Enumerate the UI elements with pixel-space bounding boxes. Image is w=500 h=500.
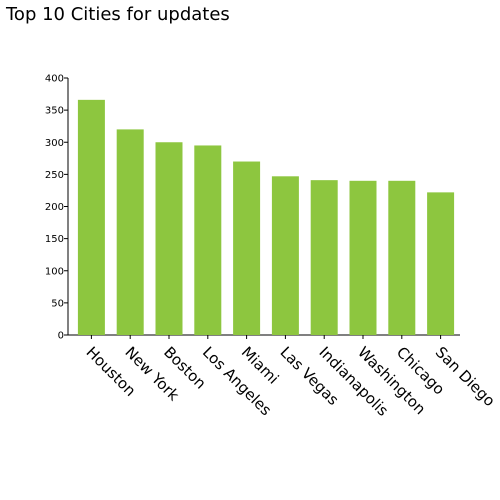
y-tick-label: 50 [51,298,64,309]
bar [271,176,299,335]
bar [233,161,261,335]
bar [310,180,338,335]
bar [427,192,455,335]
bar [155,142,183,335]
chart-title: Top 10 Cities for updates [6,4,230,25]
y-tick-label: 200 [45,202,64,213]
x-category-label: San Diego [432,343,499,410]
y-tick-label: 400 [45,74,64,85]
y-tick-label: 0 [58,331,64,342]
y-tick-label: 250 [45,170,64,181]
bar [388,180,416,335]
bar [77,99,105,335]
y-tick-label: 150 [45,234,64,245]
bar [194,145,222,335]
y-tick-label: 100 [45,266,64,277]
y-tick-label: 350 [45,106,64,117]
y-tick-label: 300 [45,138,64,149]
x-axis [64,334,460,339]
bar [116,129,144,335]
y-axis: 0 50 100 150 200 250 300 350 400 [45,74,69,342]
bars [77,99,455,335]
bar [349,180,377,335]
